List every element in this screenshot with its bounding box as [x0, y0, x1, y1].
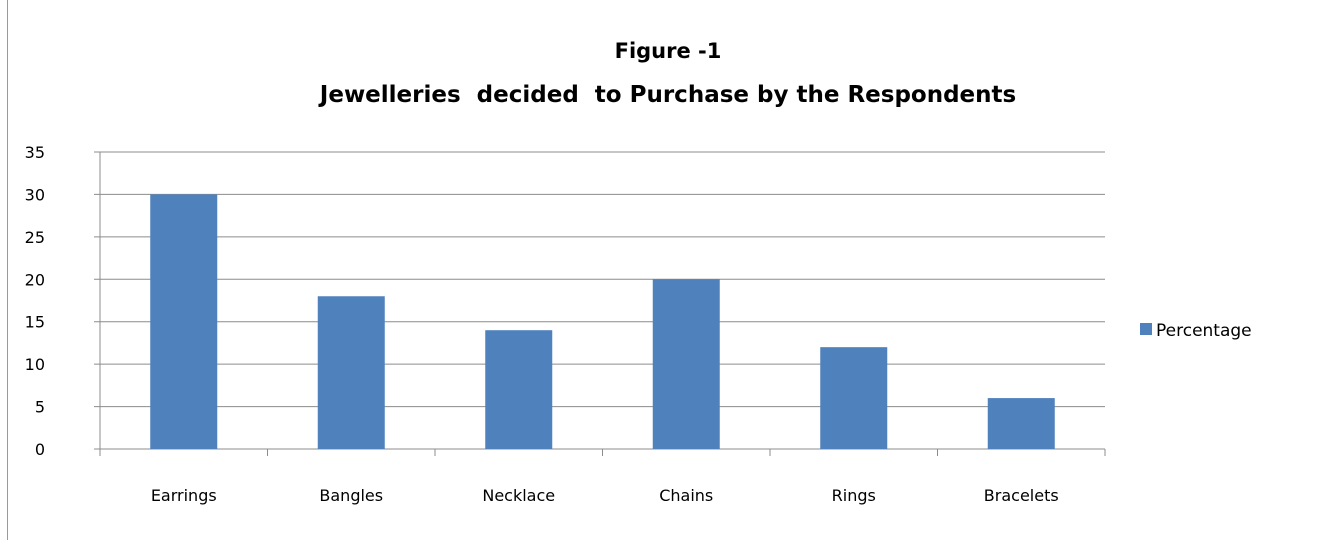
legend: Percentage: [1140, 321, 1252, 341]
x-tick-label: Chains: [659, 486, 713, 505]
bar-earrings: [150, 194, 218, 449]
bar-necklace: [485, 330, 553, 449]
bars: [150, 194, 1055, 449]
y-tick-label: 30: [25, 185, 45, 204]
frame-left-border: [7, 0, 8, 540]
axes: 0 5 10 15 20 25 30 35 Earrings Bangles Necklace Cha…: [25, 143, 1106, 505]
bar-bangles: [317, 296, 385, 449]
y-tick-label: 10: [25, 355, 45, 374]
x-tick-label: Necklace: [482, 486, 555, 505]
y-tick-label: 25: [25, 228, 45, 247]
chart-title-line2: Jewelleries decided to Purchase by the R…: [318, 82, 1016, 108]
y-tick-label: 35: [25, 143, 45, 162]
x-tick-label: Rings: [832, 486, 876, 505]
bar-bracelets: [987, 398, 1055, 449]
y-tick-label: 15: [25, 313, 45, 332]
chart-title-line1: Figure -1: [615, 39, 722, 63]
y-tick-label: 20: [25, 270, 45, 289]
gridlines: [94, 151, 1105, 450]
bar-chains: [652, 279, 720, 449]
bar-rings: [820, 347, 888, 449]
legend-swatch: [1140, 323, 1152, 335]
x-tick-label: Bangles: [319, 486, 383, 505]
x-tick-label: Earrings: [151, 486, 217, 505]
x-tick-label: Bracelets: [984, 486, 1059, 505]
y-tick-label: 0: [35, 440, 45, 459]
legend-label: Percentage: [1156, 321, 1252, 341]
y-tick-label: 5: [35, 398, 45, 417]
